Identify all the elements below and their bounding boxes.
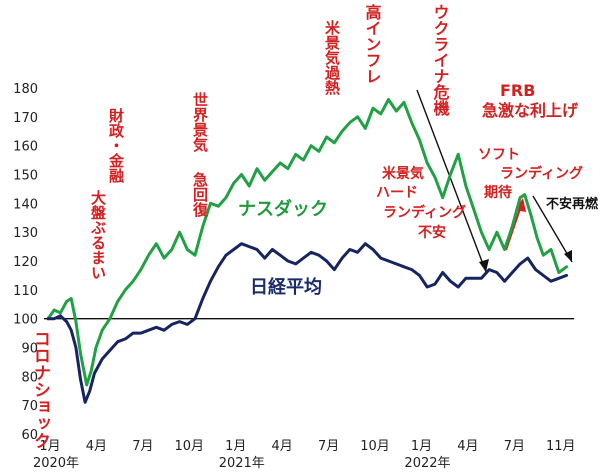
hard-landing-2: ハード xyxy=(376,185,418,201)
annotation-arrows xyxy=(416,89,573,273)
x-tick-label: 10月 xyxy=(175,439,205,454)
hard-landing-4: 不安 xyxy=(418,224,446,241)
y-tick-label: 60 xyxy=(21,428,38,443)
soft-arrow-line xyxy=(505,205,522,251)
nikkei-line xyxy=(46,242,568,404)
frb-label-2: 急激な利上げ xyxy=(482,101,579,120)
recovery-label-1: 世界景気 xyxy=(191,91,209,153)
x-tick-label: 7月 xyxy=(132,439,153,454)
y-tick-label: 80 xyxy=(21,370,38,385)
year-label: 2021年 xyxy=(219,456,265,471)
x-tick-label: 11月 xyxy=(546,439,576,454)
frb-label: FRB xyxy=(500,81,535,100)
soft-landing-2: ランディング xyxy=(500,165,583,182)
x-tick-label: 10月 xyxy=(360,439,390,454)
year-label: 2022年 xyxy=(404,456,450,471)
unrest-arrow xyxy=(532,195,573,263)
ukraine-arrow-head xyxy=(479,259,489,272)
x-tick-label: 4月 xyxy=(272,439,293,454)
year-label: 2020年 xyxy=(33,456,79,471)
y-tick-label: 130 xyxy=(13,226,38,241)
x-tick-label: 7月 xyxy=(318,439,339,454)
x-tick-label: 1月 xyxy=(39,439,60,454)
fiscal-label-2: 大盤ぶるまい xyxy=(89,189,107,280)
ukraine-label: ウクライナ危機 xyxy=(431,4,450,117)
soft-landing-1: ソフト xyxy=(478,147,520,163)
unrest-arrow-head xyxy=(564,250,572,262)
ukraine-arrow xyxy=(416,89,487,273)
x-tick-label: 4月 xyxy=(86,439,107,454)
recovery-label-2: 急回復 xyxy=(191,171,209,218)
series-lines xyxy=(46,98,568,404)
hard-landing-3: ランディング xyxy=(383,204,466,221)
y-tick-label: 180 xyxy=(13,82,38,97)
y-tick-label: 70 xyxy=(21,399,38,414)
x-tick-label: 4月 xyxy=(457,439,478,454)
soft-landing-arrow xyxy=(505,198,526,251)
y-tick-label: 160 xyxy=(13,140,38,155)
y-axis-ticks: 60 70 80 90 100 110 120 130 140 150 160 170 180 xyxy=(13,82,38,443)
x-tick-label: 7月 xyxy=(504,439,525,454)
overheat-label: 米景気過熱 xyxy=(323,19,341,96)
inflation-label: 高インフレ xyxy=(363,3,382,84)
nasdaq-line xyxy=(46,98,568,387)
nasdaq-series-label: ナスダック xyxy=(238,198,328,220)
unrest-label: 不安再燃 xyxy=(546,196,599,212)
y-tick-label: 110 xyxy=(13,284,38,299)
annotations: コロナショック 財政・金融 大盤ぶるまい 世界景気 急回復 米景気過熱 高インフ… xyxy=(30,3,599,449)
fiscal-label-1: 財政・金融 xyxy=(107,107,125,184)
soft-landing-3: 期待 xyxy=(484,184,512,201)
nikkei-series-label: 日経平均 xyxy=(250,276,322,298)
year-labels: 2020年 2021年 2022年 xyxy=(33,456,451,471)
x-tick-label: 1月 xyxy=(411,439,432,454)
y-tick-label: 140 xyxy=(13,197,38,212)
x-axis-ticks: 1月 4月 7月 10月 1月 4月 7月 10月 1月 4月 7月 11月 xyxy=(39,439,575,454)
x-tick-label: 1月 xyxy=(225,439,246,454)
y-tick-label: 150 xyxy=(13,169,38,184)
y-tick-label: 100 xyxy=(13,313,38,328)
y-tick-label: 90 xyxy=(21,342,38,357)
corona-label: コロナショック xyxy=(30,330,50,449)
y-tick-label: 170 xyxy=(13,111,38,126)
hard-landing-1: 米景気 xyxy=(382,165,424,182)
y-tick-label: 120 xyxy=(13,255,38,270)
